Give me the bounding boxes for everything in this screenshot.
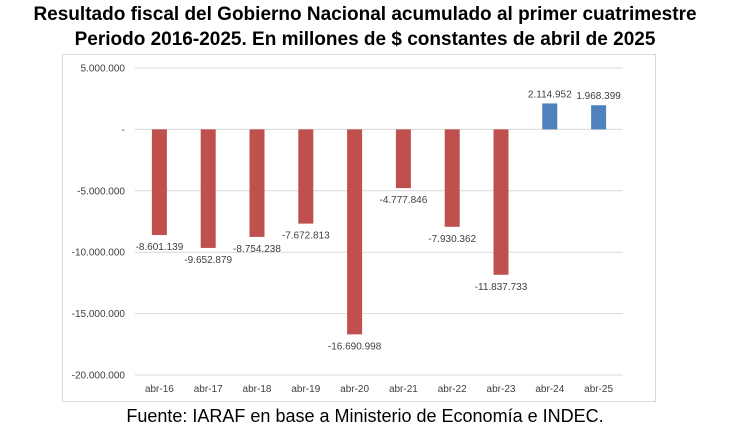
data-label: 1.968.399 (576, 91, 621, 102)
bar (298, 129, 314, 224)
x-tick-label: abr-19 (291, 384, 320, 395)
data-label: -8.601.139 (135, 242, 183, 253)
y-tick-label: -20.000.000 (72, 371, 126, 382)
y-tick-label: -15.000.000 (72, 309, 126, 320)
chart-title-line-1: Resultado fiscal del Gobierno Nacional a… (33, 4, 697, 25)
bar (493, 129, 509, 275)
y-tick-label: -10.000.000 (72, 248, 126, 259)
x-tick-label: abr-18 (243, 384, 272, 395)
data-label: -4.777.846 (379, 195, 427, 206)
bar (444, 129, 460, 227)
y-tick-label: - (122, 125, 125, 136)
data-label: -7.672.813 (282, 231, 330, 242)
data-label: -11.837.733 (475, 282, 528, 293)
x-tick-label: abr-16 (145, 384, 174, 395)
bar (249, 129, 265, 237)
chart-source: Fuente: IARAF en base a Ministerio de Ec… (126, 406, 604, 426)
x-tick-label: abr-24 (535, 384, 564, 395)
x-tick-label: abr-20 (340, 384, 369, 395)
x-tick-label: abr-22 (438, 384, 467, 395)
bar (395, 129, 411, 189)
data-label: -7.930.362 (428, 234, 476, 245)
data-label: -16.690.998 (328, 341, 382, 352)
y-tick-label: -5.000.000 (77, 186, 125, 197)
x-tick-label: abr-23 (487, 384, 516, 395)
bar (347, 129, 363, 335)
x-tick-label: abr-17 (194, 384, 223, 395)
bar (542, 103, 558, 130)
data-label: 2.114.952 (528, 89, 572, 100)
chart-title-line-2: Periodo 2016-2025. En millones de $ cons… (74, 29, 656, 50)
y-tick-label: 5.000.000 (81, 64, 126, 75)
data-label: -8.754.238 (233, 244, 281, 255)
x-tick-label: abr-21 (389, 384, 418, 395)
bar (200, 129, 216, 248)
data-label: -9.652.879 (184, 255, 232, 266)
x-tick-label: abr-25 (584, 384, 613, 395)
bar (591, 105, 607, 130)
chart-frame: 5.000.000 - -5.000.000 -10.000.000 -15.000.0… (62, 54, 656, 402)
bar (151, 129, 167, 236)
bar-chart: 5.000.000 - -5.000.000 -10.000.000 -15.000.0… (72, 64, 623, 395)
